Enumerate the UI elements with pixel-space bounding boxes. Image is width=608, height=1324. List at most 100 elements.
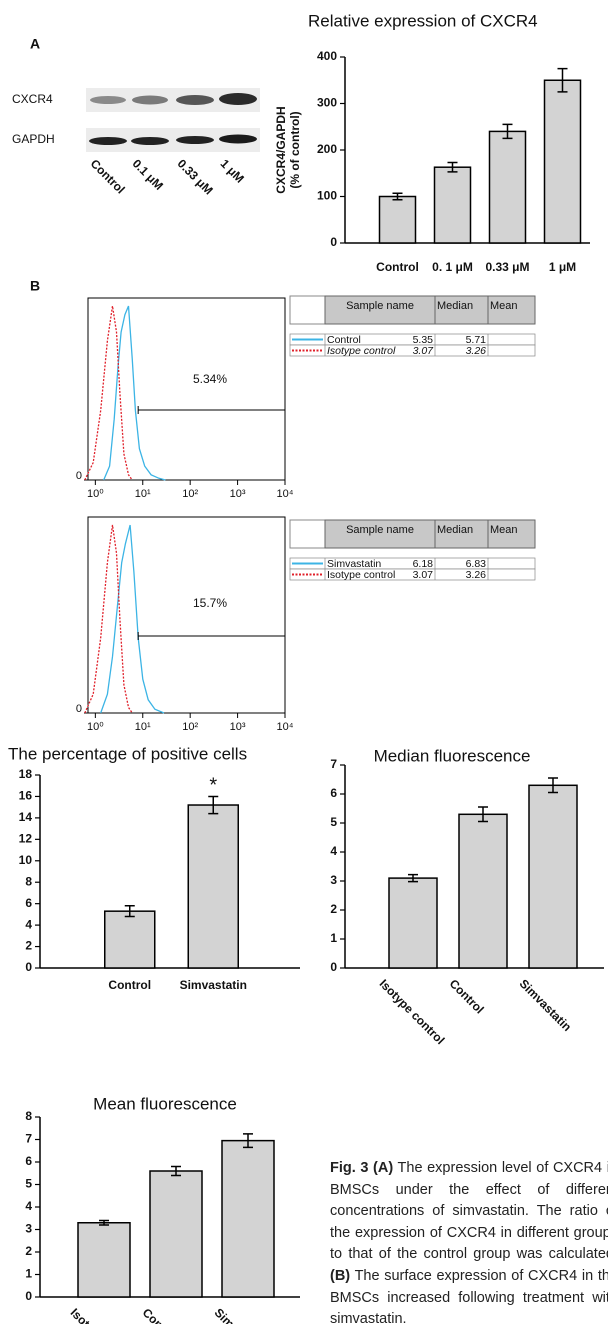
y-tick-label: 7 [330,757,337,771]
bar [78,1223,130,1297]
y-tick-label: 0 [76,703,82,715]
y-tick-label: 100 [317,189,337,203]
y-tick-label: 14 [19,810,33,824]
x-tick-label: 10⁴ [277,488,294,500]
x-tick-label: Control [140,1305,180,1324]
western-blot [86,88,260,152]
y-tick-label: 16 [19,789,33,803]
y-tick-label: 0 [330,235,337,249]
chart-title: The percentage of positive cells [8,744,247,763]
x-tick-label: 0. 1 μM [432,260,473,274]
bar [435,167,471,243]
x-tick-label: 1 μM [549,260,576,274]
y-tick-label: 8 [25,1109,32,1123]
blot-lane-label: 0.1 μM [130,156,166,192]
y-tick-label: 200 [317,142,337,156]
y-tick-label: 5 [25,1177,32,1191]
blot-band [90,96,126,104]
y-tick-label: 0 [330,960,337,974]
blot-band [89,137,127,145]
y-tick-label: 2 [25,1244,32,1258]
table-cell: 3.07 [413,345,435,357]
x-tick-label: Control [108,978,151,992]
y-tick-label: 4 [25,1199,32,1213]
blot-lane-label: Control [88,156,128,196]
caption-text: The surface expression of CXCR4 in the B… [330,1268,608,1324]
x-tick-label: 10¹ [135,488,151,500]
table-header: Mean [490,524,518,536]
chart-title: Relative expression of CXCR4 [308,11,538,30]
plot-frame [88,517,285,713]
bar [529,785,577,968]
y-tick-label: 2 [330,902,337,916]
x-tick-label: Simvastatin [180,978,247,992]
y-tick-label: 1 [330,931,337,945]
y-tick-label: 7 [25,1132,32,1146]
x-tick-label: Isotype control [68,1305,139,1324]
caption-label: (B) [330,1268,350,1284]
x-tick-label: Control [376,260,419,274]
y-axis-label: CXCR4/GAPDH [274,106,288,193]
chart-title: Mean fluorescence [93,1094,237,1113]
histogram-curve [104,306,166,480]
x-tick-label: 0.33 μM [485,260,529,274]
y-tick-label: 10 [19,853,33,867]
x-tick-label: 10⁰ [87,488,104,500]
x-tick-label: 10¹ [135,721,151,733]
x-tick-label: 10⁰ [87,721,104,733]
caption: Fig. 3 (A) The expression level of CXCR4… [330,1158,608,1324]
y-tick-label: 2 [25,939,32,953]
blot-row-label: GAPDH [12,132,55,146]
page: { "panel_labels": ["A", "B"], "blot": {"… [0,0,608,1324]
panel-label: B [30,278,40,294]
y-tick-label: 12 [19,832,33,846]
y-tick-label: 4 [330,844,337,858]
bar [389,878,437,968]
caption-box: Fig. 3 (A) The expression level of CXCR4… [330,1158,608,1324]
blot-band [132,96,168,105]
panel-label: A [30,36,40,52]
x-tick-label: 10³ [230,488,246,500]
table-header: Mean [490,300,518,312]
blot-band [176,136,214,144]
chart-title: Median fluorescence [374,746,531,765]
y-tick-label: 8 [25,874,32,888]
y-axis-label: (% of control) [288,111,302,188]
figure: A B CXCR4GAPDHControl0.1 μM0.33 μM1 μMRe… [0,0,608,1324]
y-tick-label: 6 [330,786,337,800]
y-tick-label: 300 [317,96,337,110]
x-tick-label: Control [447,976,487,1016]
y-tick-label: 6 [25,1154,32,1168]
table-header: Sample name [346,300,414,312]
x-tick-label: Simvastatin [517,976,575,1034]
blot-band [131,137,169,145]
y-tick-label: 3 [330,873,337,887]
table-header-blank [290,520,325,548]
x-tick-label: 10² [182,721,198,733]
x-tick-label: Isotype control [377,976,448,1047]
gate-label: 5.34% [193,372,227,386]
blot-row-label: CXCR4 [12,92,53,106]
table-header: Median [437,524,473,536]
y-tick-label: 0 [25,960,32,974]
table-cell: Isotype control [327,569,395,581]
x-tick-label: 10² [182,488,198,500]
table-cell: 3.26 [466,345,487,357]
gate-marker [138,632,285,640]
blot-band [219,93,257,105]
y-tick-label: 0 [25,1289,32,1303]
bar [459,814,507,968]
significance-label: * [209,775,217,797]
bar [105,911,155,968]
table-header-blank [290,296,325,324]
y-tick-label: 1 [25,1267,32,1281]
table-header: Median [437,300,473,312]
bar [222,1141,274,1297]
histogram-curve [101,525,164,713]
gate-marker [138,406,285,414]
blot-lane-label: 1 μM [218,156,247,185]
blot-band [176,95,214,105]
bar [150,1171,202,1297]
caption-text: The expression level of CXCR4 in BMSCs u… [330,1160,608,1262]
caption-figure: Fig. 3 [330,1160,368,1176]
